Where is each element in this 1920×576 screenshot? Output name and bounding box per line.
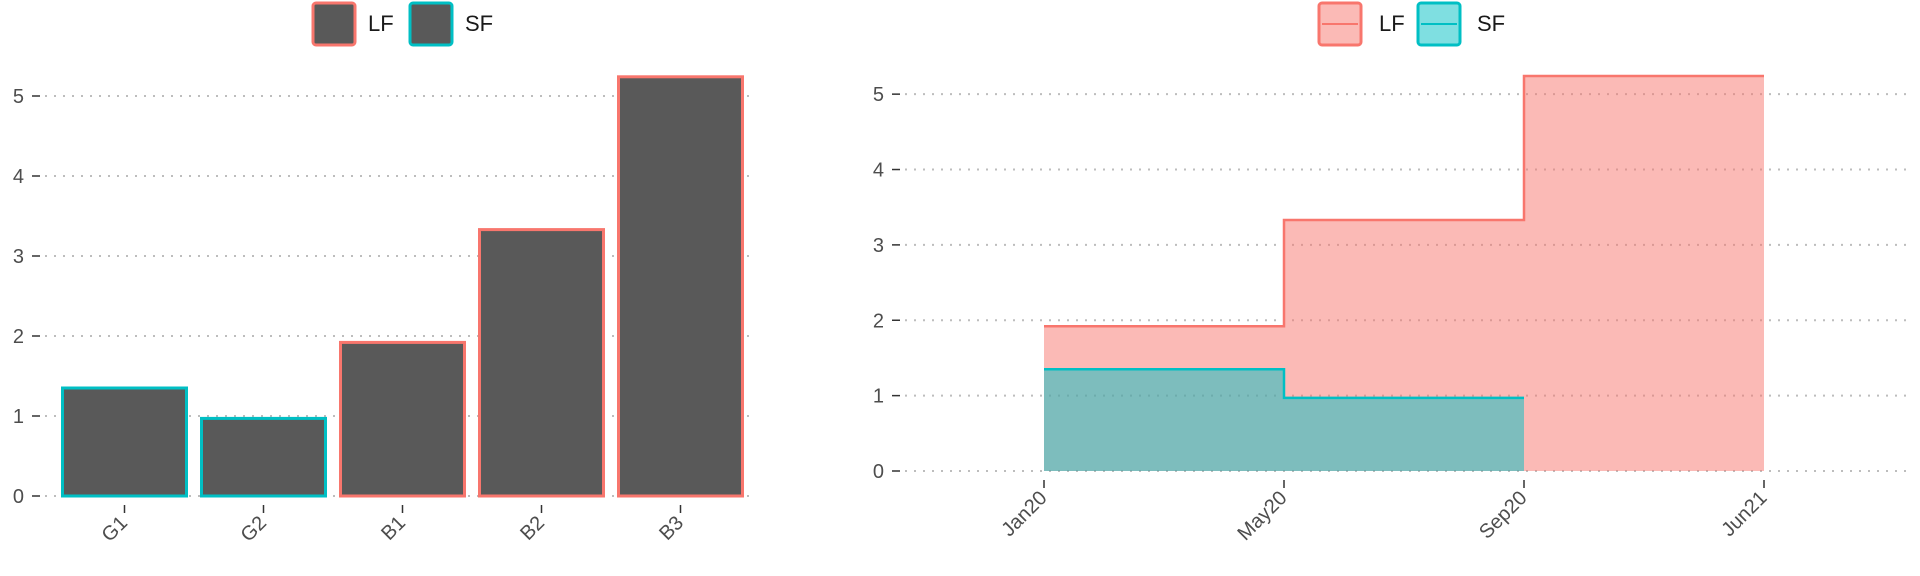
y-tick-label: 2: [873, 310, 884, 332]
legend-label-lf: LF: [1379, 11, 1405, 36]
legend-label-sf: SF: [1477, 11, 1505, 36]
legend-label-sf: SF: [465, 11, 493, 36]
x-tick-label: B1: [377, 512, 410, 545]
x-axis: G1 G2 B1 B2 B3: [98, 505, 688, 546]
x-tick-label: G2: [237, 512, 271, 546]
y-tick-label: 3: [13, 246, 24, 268]
x-tick-label: Jan20: [997, 487, 1051, 541]
legend-label-lf: LF: [368, 11, 394, 36]
x-tick-label: B3: [655, 512, 688, 545]
bars: [61, 75, 744, 498]
legend: LF SF: [311, 1, 493, 47]
x-tick-label: Sep20: [1475, 487, 1531, 543]
y-tick-label: 1: [13, 406, 24, 428]
step-line-lf: [1044, 74, 1764, 328]
y-tick-label: 1: [873, 386, 884, 408]
y-tick-label: 4: [873, 160, 884, 182]
step-area-chart: LF SF 0 1 2 3 4 5 Jan20 May20 Sep20 Jun21: [873, 1, 1910, 545]
y-tick-label: 0: [873, 461, 884, 483]
y-axis: 0 1 2 3 4 5: [13, 86, 40, 508]
bar-chart: LF SF 0 1 2 3 4 5 G1 G2 B1 B2 B3: [13, 1, 752, 546]
bar-g2: [200, 416, 327, 498]
x-tick-label: G1: [98, 512, 132, 546]
legend-key-lf: [311, 1, 357, 47]
bar-b2: [478, 228, 605, 498]
y-tick-label: 0: [13, 486, 24, 508]
bar-b1: [339, 340, 466, 498]
x-tick-label: B2: [516, 512, 549, 545]
x-axis: Jan20 May20 Sep20 Jun21: [997, 480, 1772, 545]
area-sf: [1044, 369, 1524, 471]
legend: LF SF: [1317, 1, 1505, 47]
x-tick-label: Jun21: [1717, 487, 1771, 541]
y-tick-label: 5: [13, 86, 24, 108]
bar-g1: [61, 386, 188, 498]
y-tick-label: 3: [873, 235, 884, 257]
bar-b3: [617, 75, 744, 498]
area-series: [1044, 74, 1764, 471]
y-tick-label: 4: [13, 166, 24, 188]
x-tick-label: May20: [1234, 487, 1292, 545]
y-axis: 0 1 2 3 4 5: [873, 84, 900, 483]
y-tick-label: 5: [873, 84, 884, 106]
y-tick-label: 2: [13, 326, 24, 348]
step-line-sf: [1044, 368, 1524, 400]
legend-key-sf: [408, 1, 454, 47]
